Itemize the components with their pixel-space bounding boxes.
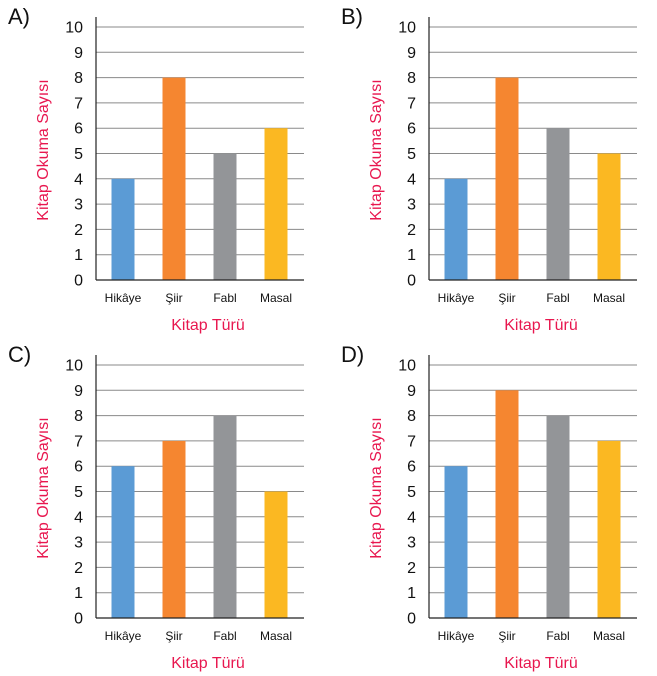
y-tick-label: 7 <box>407 433 416 450</box>
y-tick-label: 0 <box>74 273 83 290</box>
y-axis-title: Kitap Okuma Sayısı <box>368 79 385 220</box>
y-tick-label: 7 <box>74 95 83 112</box>
y-tick-label: 10 <box>65 20 83 37</box>
x-axis-title: Kitap Türü <box>171 655 245 672</box>
x-tick-label: Hikâye <box>438 629 475 643</box>
y-tick-label: 1 <box>74 585 83 602</box>
y-tick-label: 8 <box>74 408 83 425</box>
x-tick-label: Masal <box>260 291 292 305</box>
y-tick-label: 4 <box>407 509 416 526</box>
y-axis-title: Kitap Okuma Sayısı <box>35 79 52 220</box>
option-letter: D) <box>341 342 364 367</box>
bar <box>597 153 621 280</box>
y-tick-label: 2 <box>407 222 416 239</box>
bar <box>162 77 186 280</box>
x-tick-label: Fabl <box>546 629 569 643</box>
y-tick-label: 2 <box>407 560 416 577</box>
bar <box>546 415 570 618</box>
y-tick-label: 5 <box>407 146 416 163</box>
bar <box>213 153 237 280</box>
x-tick-label: Fabl <box>213 629 236 643</box>
y-tick-label: 1 <box>407 585 416 602</box>
y-tick-label: 10 <box>398 20 416 37</box>
chart-svg: A) 0 1 2 3 4 5 6 7 8 9 10 Hikâye Şiir Fabl Masal Kitap T… <box>8 4 304 334</box>
y-tick-label: 8 <box>407 408 416 425</box>
y-tick-label: 4 <box>74 509 83 526</box>
bar <box>111 466 135 618</box>
y-tick-label: 3 <box>407 535 416 552</box>
x-axis-title: Kitap Türü <box>504 317 578 334</box>
y-tick-label: 0 <box>407 611 416 628</box>
x-tick-label: Şiir <box>498 291 515 305</box>
y-tick-label: 5 <box>74 484 83 501</box>
y-tick-label: 8 <box>74 70 83 87</box>
y-tick-label: 6 <box>407 121 416 138</box>
bar <box>495 77 519 280</box>
y-tick-label: 6 <box>74 459 83 476</box>
y-tick-label: 0 <box>74 611 83 628</box>
chart-svg: C) 0 1 2 3 4 5 6 7 8 9 10 Hikâye Şiir Fabl Masal Kitap T… <box>8 342 304 672</box>
bar <box>213 415 237 618</box>
x-tick-label: Hikâye <box>438 291 475 305</box>
chart-svg: D) 0 1 2 3 4 5 6 7 8 9 10 Hikâye Şiir Fabl Masal Kitap T… <box>341 342 637 672</box>
bar <box>264 128 288 280</box>
bar <box>597 440 621 618</box>
chart-a: A) 0 1 2 3 4 5 6 7 8 9 10 Hikâye Şiir Fabl Masal Kitap T… <box>0 0 320 338</box>
x-tick-label: Şiir <box>165 291 182 305</box>
x-axis-title: Kitap Türü <box>504 655 578 672</box>
y-tick-label: 9 <box>407 383 416 400</box>
chart-svg: B) 0 1 2 3 4 5 6 7 8 9 10 Hikâye Şiir Fabl Masal Kitap T… <box>341 4 637 334</box>
x-tick-label: Şiir <box>165 629 182 643</box>
y-tick-label: 5 <box>407 484 416 501</box>
y-tick-label: 8 <box>407 70 416 87</box>
option-letter: B) <box>341 4 363 29</box>
y-tick-label: 7 <box>74 433 83 450</box>
y-tick-label: 4 <box>407 171 416 188</box>
option-letter: A) <box>8 4 30 29</box>
y-tick-label: 1 <box>74 247 83 264</box>
bar <box>264 491 288 618</box>
x-axis-title: Kitap Türü <box>171 317 245 334</box>
y-tick-label: 10 <box>65 358 83 375</box>
x-tick-label: Şiir <box>498 629 515 643</box>
y-tick-label: 5 <box>74 146 83 163</box>
y-tick-label: 6 <box>74 121 83 138</box>
y-tick-label: 1 <box>407 247 416 264</box>
x-tick-label: Masal <box>260 629 292 643</box>
chart-d: D) 0 1 2 3 4 5 6 7 8 9 10 Hikâye Şiir Fabl Masal Kitap T… <box>333 338 653 676</box>
x-tick-label: Masal <box>593 629 625 643</box>
bar <box>444 466 468 618</box>
bar <box>495 390 519 618</box>
y-tick-label: 2 <box>74 222 83 239</box>
x-tick-label: Fabl <box>546 291 569 305</box>
y-tick-label: 7 <box>407 95 416 112</box>
y-tick-label: 3 <box>74 535 83 552</box>
x-tick-label: Masal <box>593 291 625 305</box>
bar <box>546 128 570 280</box>
bar <box>162 440 186 618</box>
y-tick-label: 2 <box>74 560 83 577</box>
y-tick-label: 9 <box>74 383 83 400</box>
bar <box>444 178 468 280</box>
bar <box>111 178 135 280</box>
chart-c: C) 0 1 2 3 4 5 6 7 8 9 10 Hikâye Şiir Fabl Masal Kitap T… <box>0 338 320 676</box>
y-tick-label: 10 <box>398 358 416 375</box>
x-tick-label: Hikâye <box>105 629 142 643</box>
x-tick-label: Hikâye <box>105 291 142 305</box>
y-axis-title: Kitap Okuma Sayısı <box>368 417 385 558</box>
y-tick-label: 3 <box>74 197 83 214</box>
y-tick-label: 0 <box>407 273 416 290</box>
y-tick-label: 9 <box>407 45 416 62</box>
y-tick-label: 6 <box>407 459 416 476</box>
chart-b: B) 0 1 2 3 4 5 6 7 8 9 10 Hikâye Şiir Fabl Masal Kitap T… <box>333 0 653 338</box>
y-tick-label: 3 <box>407 197 416 214</box>
x-tick-label: Fabl <box>213 291 236 305</box>
y-tick-label: 4 <box>74 171 83 188</box>
y-tick-label: 9 <box>74 45 83 62</box>
y-axis-title: Kitap Okuma Sayısı <box>35 417 52 558</box>
option-letter: C) <box>8 342 31 367</box>
